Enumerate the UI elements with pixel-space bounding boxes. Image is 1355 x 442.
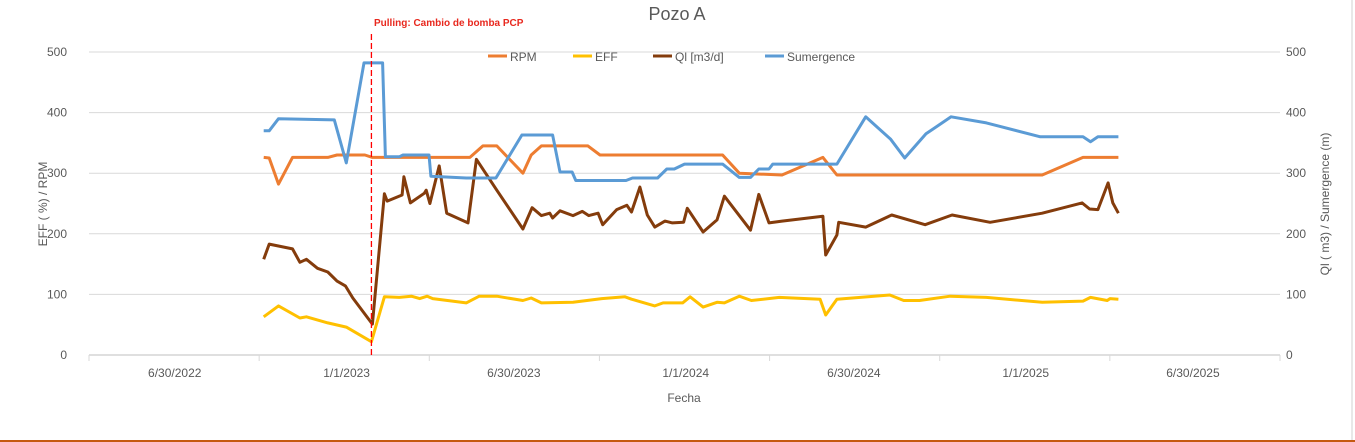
y-axis-left-title: EFF ( %) / RPM: [36, 162, 50, 247]
y-right-tick-label: 400: [1286, 106, 1306, 120]
y-axis-left: 0 100 200 300 400 500: [47, 45, 67, 362]
gridlines: [89, 51, 1280, 356]
x-tick-label: 6/30/2025: [1166, 366, 1220, 380]
y-right-tick-label: 0: [1286, 348, 1293, 362]
y-right-tick-label: 500: [1286, 45, 1306, 59]
y-axis-right-title: Ql ( m3) / Sumergence (m): [1318, 133, 1332, 276]
legend-label: Ql [m3/d]: [675, 50, 724, 64]
x-axis-title: Fecha: [667, 391, 701, 405]
x-tick-label: 6/30/2024: [827, 366, 881, 380]
x-tick-label: 6/30/2022: [148, 366, 202, 380]
series-line-ql-m3-d: [262, 157, 1120, 326]
y-right-tick-label: 100: [1286, 287, 1306, 301]
legend: RPM EFF Ql [m3/d] Sumergence: [488, 50, 855, 64]
series-line-rpm: [263, 144, 1119, 186]
y-axis-right: 0 100 200 300 400 500: [1286, 45, 1306, 362]
x-tick-label: 6/30/2023: [487, 366, 541, 380]
y-left-tick-label: 300: [47, 166, 67, 180]
x-tick-label: 1/1/2025: [1002, 366, 1049, 380]
series-lines: [262, 61, 1120, 344]
series-line-eff: [262, 293, 1119, 344]
chart-title: Pozo A: [648, 4, 705, 24]
y-left-tick-label: 500: [47, 45, 67, 59]
y-left-tick-label: 100: [47, 287, 67, 301]
y-right-tick-label: 200: [1286, 227, 1306, 241]
series-line-sumergence: [263, 61, 1119, 182]
x-tick-label: 1/1/2023: [323, 366, 370, 380]
x-axis: 6/30/2022 1/1/2023 6/30/2023 1/1/2024 6/30/2…: [88, 355, 1281, 380]
legend-label: Sumergence: [787, 50, 855, 64]
x-tick-label: 1/1/2024: [662, 366, 709, 380]
y-left-tick-label: 200: [47, 227, 67, 241]
legend-label: EFF: [595, 50, 618, 64]
window-bottom-border: [0, 440, 1355, 442]
y-right-tick-label: 300: [1286, 166, 1306, 180]
y-left-tick-label: 0: [60, 348, 67, 362]
y-left-tick-label: 400: [47, 106, 67, 120]
legend-label: RPM: [510, 50, 537, 64]
annotation-label: Pulling: Cambio de bomba PCP: [374, 18, 524, 29]
